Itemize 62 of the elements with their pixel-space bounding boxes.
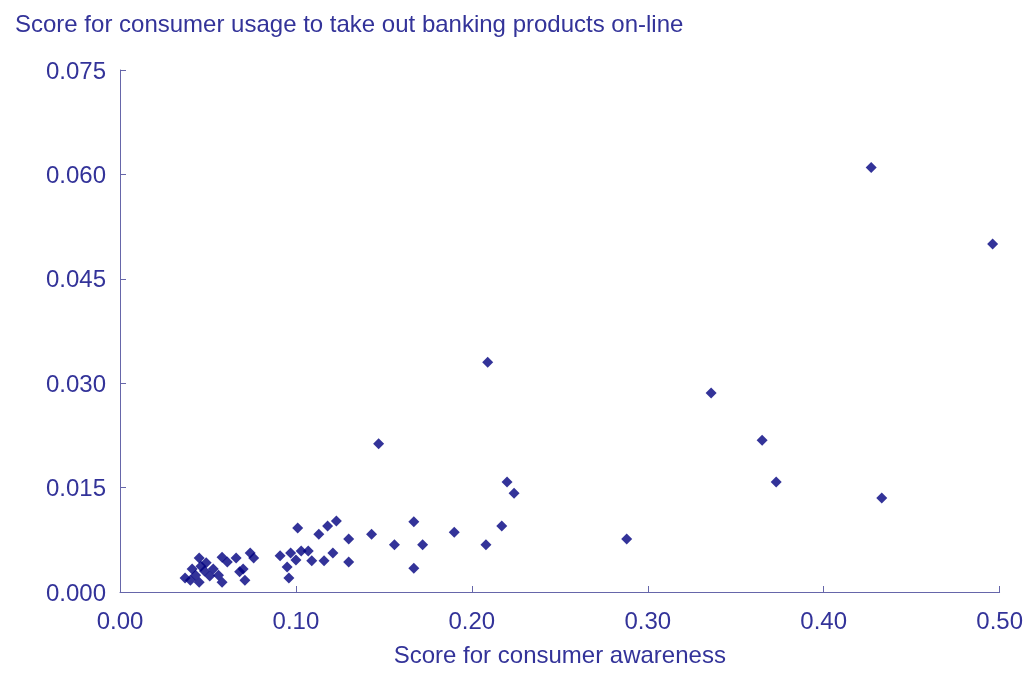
- point: [408, 562, 420, 574]
- point: [330, 515, 342, 527]
- point: [448, 526, 460, 538]
- point: [295, 545, 307, 557]
- point: [318, 555, 330, 567]
- point: [195, 560, 207, 572]
- y-tick-label: 0.060: [45, 160, 106, 188]
- point: [770, 476, 782, 488]
- point: [204, 570, 216, 582]
- point: [207, 563, 219, 575]
- point: [480, 539, 492, 551]
- x-tick-label: 0.10: [272, 606, 320, 634]
- point: [313, 528, 325, 540]
- point: [373, 438, 385, 450]
- x-tick-label: 0.50: [976, 606, 1023, 634]
- point: [274, 550, 286, 562]
- point: [213, 569, 225, 581]
- point: [987, 238, 999, 250]
- x-tick-label: 0.30: [624, 606, 672, 634]
- y-tick-label: 0.045: [45, 265, 106, 293]
- point: [417, 539, 429, 551]
- point: [290, 554, 302, 566]
- y-tick-label: 0.000: [45, 578, 106, 606]
- x-axis-title: Score for consumer awareness: [393, 640, 726, 668]
- x-tick-label: 0.00: [96, 606, 144, 634]
- point: [216, 551, 228, 563]
- point: [230, 552, 242, 564]
- point: [496, 520, 508, 532]
- point: [193, 576, 205, 588]
- point: [343, 533, 355, 545]
- point: [281, 561, 293, 573]
- point: [179, 572, 191, 584]
- point: [292, 522, 304, 534]
- point: [482, 356, 494, 368]
- point: [248, 552, 260, 564]
- point: [283, 572, 295, 584]
- point: [501, 476, 513, 488]
- x-tick-label: 0.40: [800, 606, 848, 634]
- y-tick-label: 0.015: [45, 474, 106, 502]
- point: [285, 547, 297, 559]
- point: [508, 487, 520, 499]
- point: [876, 492, 888, 504]
- chart-title: Score for consumer usage to take out banking products on-line: [15, 9, 684, 37]
- point: [756, 434, 768, 446]
- point: [343, 556, 355, 568]
- point: [186, 563, 198, 575]
- point: [865, 161, 877, 173]
- point: [322, 520, 334, 532]
- y-tick-label: 0.030: [45, 369, 106, 397]
- point: [221, 556, 233, 568]
- point: [705, 387, 717, 399]
- x-tick-label: 0.20: [448, 606, 496, 634]
- point: [327, 547, 339, 559]
- point: [388, 539, 400, 551]
- point: [193, 552, 205, 564]
- point: [239, 574, 251, 586]
- point: [621, 533, 633, 545]
- point: [216, 576, 228, 588]
- point: [366, 528, 378, 540]
- point: [408, 516, 420, 528]
- y-tick-label: 0.075: [45, 56, 106, 84]
- point: [306, 555, 318, 567]
